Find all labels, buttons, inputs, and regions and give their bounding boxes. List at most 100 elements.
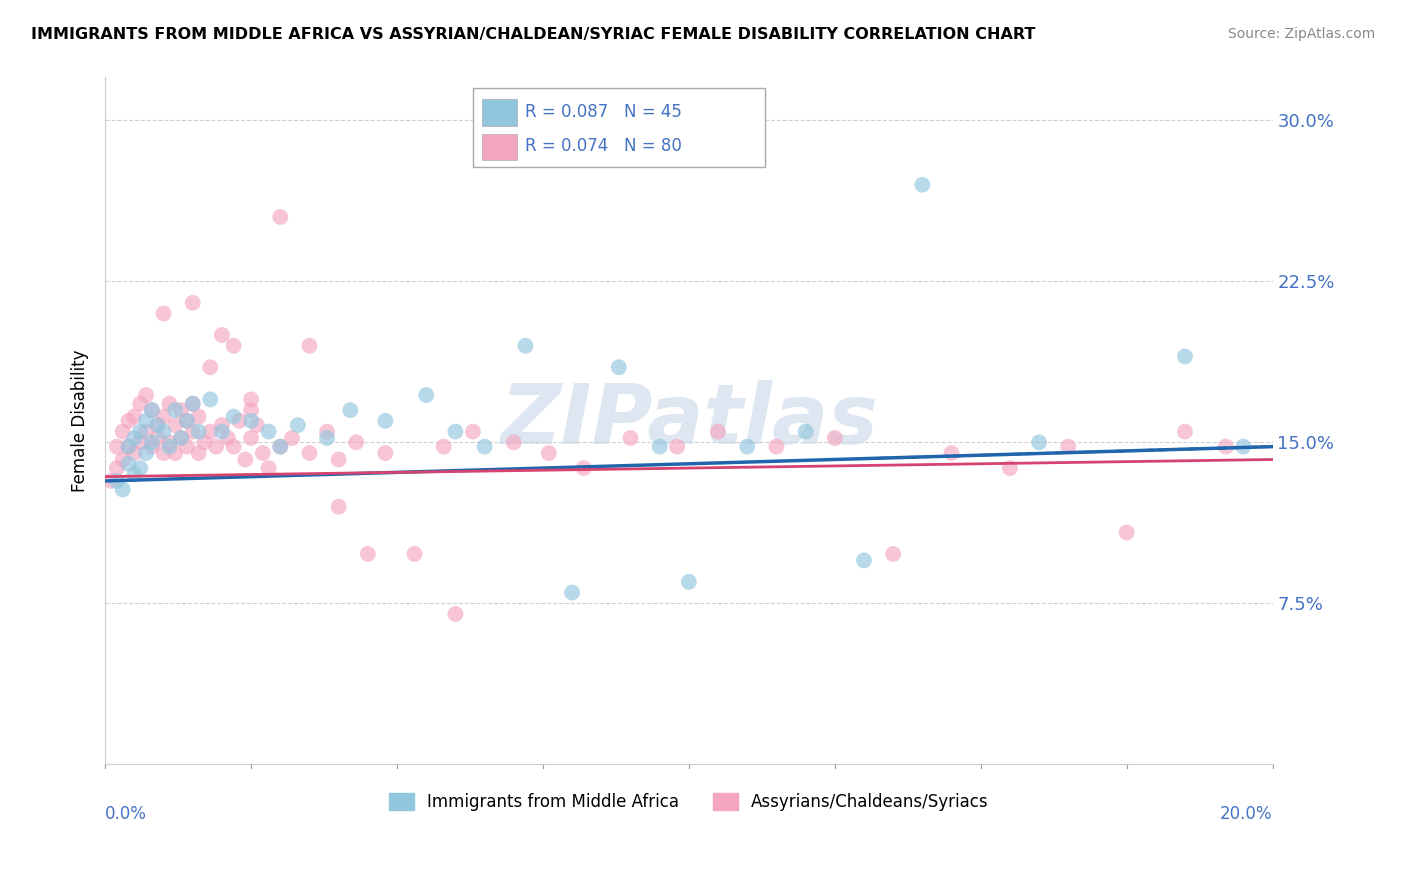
Point [222, 339, 245, 353]
Point [765, 440, 787, 454]
Point [111, 425, 134, 439]
Point [117, 440, 139, 454]
Point [240, 414, 263, 428]
Point [941, 446, 963, 460]
Point [269, 440, 291, 454]
Point [170, 431, 193, 445]
Point [135, 446, 157, 460]
Point [240, 431, 263, 445]
Point [176, 414, 198, 428]
Point [374, 414, 396, 428]
Point [433, 440, 456, 454]
Point [129, 435, 152, 450]
Point [374, 446, 396, 460]
Point [111, 452, 134, 467]
Point [328, 500, 350, 514]
Point [515, 339, 537, 353]
Point [176, 440, 198, 454]
Point [882, 547, 904, 561]
Point [165, 418, 187, 433]
Point [211, 418, 233, 433]
Point [217, 431, 239, 445]
Point [135, 414, 157, 428]
Point [222, 440, 245, 454]
Point [328, 452, 350, 467]
Text: 0.0%: 0.0% [105, 805, 148, 823]
Point [561, 585, 583, 599]
Text: ZIPatlas: ZIPatlas [501, 380, 877, 461]
Point [998, 461, 1021, 475]
Point [141, 403, 163, 417]
Point [124, 446, 146, 460]
Point [735, 440, 758, 454]
Point [911, 178, 934, 192]
Point [357, 547, 380, 561]
Point [141, 435, 163, 450]
Text: R = 0.087   N = 45: R = 0.087 N = 45 [526, 103, 682, 120]
Point [1174, 350, 1197, 364]
Point [165, 446, 187, 460]
Point [852, 553, 875, 567]
Point [344, 435, 367, 450]
Point [205, 440, 228, 454]
Text: IMMIGRANTS FROM MIDDLE AFRICA VS ASSYRIAN/CHALDEAN/SYRIAC FEMALE DISABILITY CORR: IMMIGRANTS FROM MIDDLE AFRICA VS ASSYRIA… [31, 27, 1035, 42]
Point [124, 431, 146, 445]
Point [339, 403, 361, 417]
Point [141, 403, 163, 417]
Point [474, 440, 496, 454]
Point [246, 418, 269, 433]
Point [129, 461, 152, 475]
Point [211, 425, 233, 439]
Point [316, 425, 339, 439]
Point [240, 392, 263, 407]
Point [607, 360, 630, 375]
Point [193, 435, 215, 450]
Point [105, 440, 128, 454]
Point [181, 397, 204, 411]
Point [502, 435, 524, 450]
Point [794, 425, 817, 439]
Point [298, 339, 321, 353]
Bar [472, 87, 765, 167]
Point [228, 414, 250, 428]
Point [141, 440, 163, 454]
Point [298, 446, 321, 460]
Point [648, 440, 671, 454]
Point [111, 483, 134, 497]
Point [269, 210, 291, 224]
Point [1057, 440, 1080, 454]
Point [1215, 440, 1237, 454]
Point [222, 409, 245, 424]
Point [117, 414, 139, 428]
Point [152, 306, 174, 320]
Point [165, 403, 187, 417]
Point [666, 440, 689, 454]
Point [105, 474, 128, 488]
Text: 20.0%: 20.0% [1220, 805, 1272, 823]
Point [461, 425, 484, 439]
Bar [482, 134, 517, 160]
Point [146, 431, 169, 445]
Point [200, 360, 222, 375]
Point [157, 435, 180, 450]
Point [146, 418, 169, 433]
Point [257, 425, 280, 439]
Point [1232, 440, 1254, 454]
Point [105, 461, 128, 475]
Point [187, 409, 209, 424]
Point [404, 547, 426, 561]
Point [152, 409, 174, 424]
Point [181, 397, 204, 411]
Point [200, 392, 222, 407]
Point [444, 425, 467, 439]
Point [707, 425, 730, 439]
Point [152, 425, 174, 439]
Point [572, 461, 595, 475]
Point [157, 440, 180, 454]
Point [211, 328, 233, 343]
Point [187, 446, 209, 460]
Text: Source: ZipAtlas.com: Source: ZipAtlas.com [1227, 27, 1375, 41]
Point [1174, 425, 1197, 439]
Point [287, 418, 309, 433]
Point [124, 467, 146, 482]
